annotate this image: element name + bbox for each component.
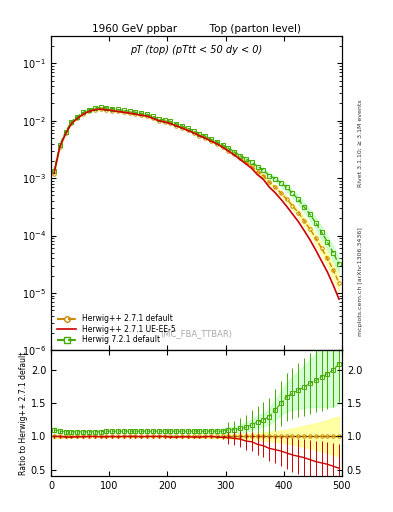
Text: mcplots.cern.ch [arXiv:1306.3436]: mcplots.cern.ch [arXiv:1306.3436] <box>358 227 363 336</box>
Legend: Herwig++ 2.7.1 default, Herwig++ 2.7.1 UE-EE-5, Herwig 7.2.1 default: Herwig++ 2.7.1 default, Herwig++ 2.7.1 U… <box>55 312 178 347</box>
Text: (MC_FBA_TTBAR): (MC_FBA_TTBAR) <box>160 329 233 338</box>
Text: Rivet 3.1.10; ≥ 3.1M events: Rivet 3.1.10; ≥ 3.1M events <box>358 99 363 187</box>
Text: pT (top) (pTtt < 50 dy < 0): pT (top) (pTtt < 50 dy < 0) <box>130 45 263 55</box>
Y-axis label: Ratio to Herwig++ 2.7.1 default: Ratio to Herwig++ 2.7.1 default <box>19 352 28 475</box>
Title: 1960 GeV ppbar          Top (parton level): 1960 GeV ppbar Top (parton level) <box>92 24 301 34</box>
